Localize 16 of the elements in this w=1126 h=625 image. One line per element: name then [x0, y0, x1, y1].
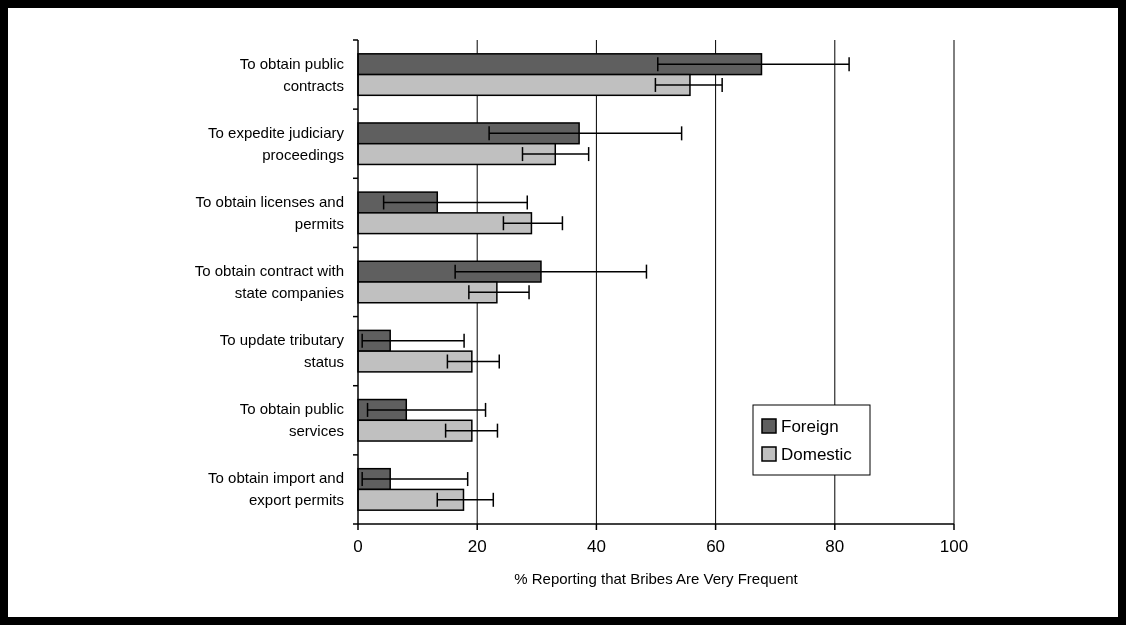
y-tick-label: To obtain public services — [239, 400, 345, 440]
y-tick-label: To obtain contract with state companies — [194, 262, 344, 301]
x-tick-label: 40 — [586, 537, 606, 556]
y-tick-label: To update tributary status — [219, 331, 345, 371]
x-tick-label: 60 — [706, 537, 726, 556]
x-axis-title: % Reporting that Bribes Are Very Frequent — [514, 570, 799, 587]
x-tick-label: 0 — [353, 537, 363, 556]
y-tick-label: To obtain public contracts — [239, 54, 345, 94]
x-tick-label: 80 — [825, 537, 845, 556]
y-tick-label: To expedite judiciary proceedings — [208, 123, 345, 163]
y-tick-label: To obtain licenses and permits — [195, 192, 344, 232]
x-tick-label: 100 — [939, 537, 969, 556]
y-tick-label: To obtain import and export permits — [208, 469, 344, 509]
x-tick-label: 20 — [467, 537, 487, 556]
legend-label: Domestic — [781, 445, 853, 464]
legend-label: Foreign — [781, 417, 839, 436]
